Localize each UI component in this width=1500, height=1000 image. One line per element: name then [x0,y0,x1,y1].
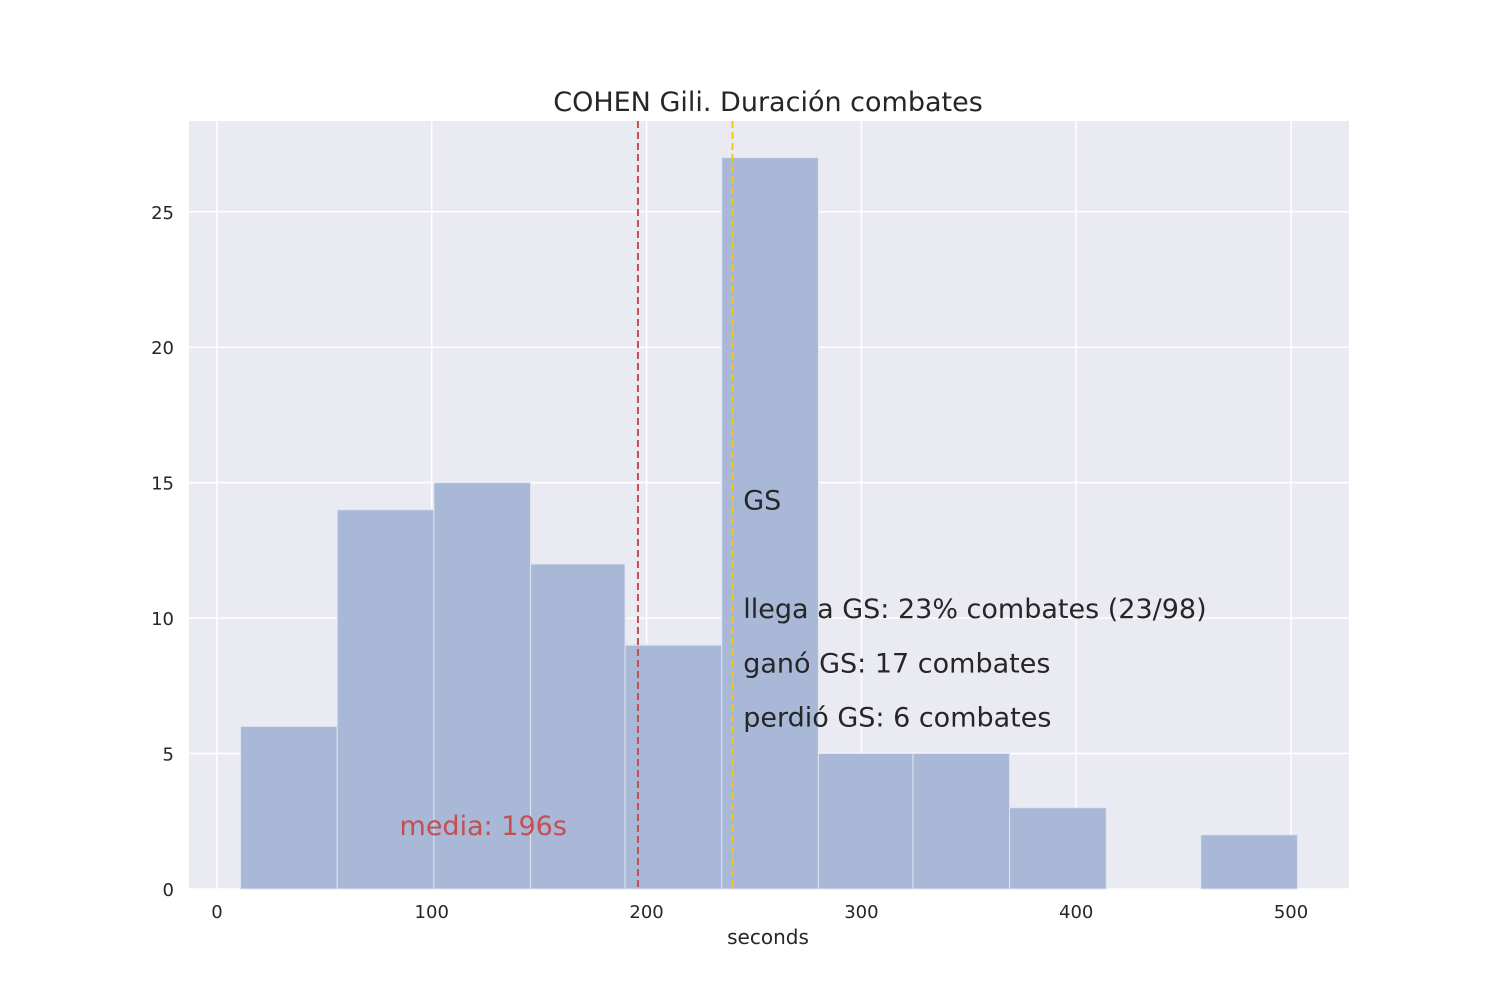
y-tick-label: 5 [163,745,174,766]
x-tick-label: 200 [629,902,663,923]
histogram-bar [912,753,1011,890]
annotations: GS llega a GS: 23% combates (23/98) ganó G… [400,486,1207,842]
histogram-bar [240,725,338,890]
y-tick-label: 15 [151,474,174,495]
x-tick-label: 300 [844,902,878,923]
y-tick-label: 20 [151,338,174,359]
x-axis-label: seconds [727,925,809,949]
x-tick-label: 400 [1059,902,1093,923]
histogram-bar [1200,834,1298,890]
x-tick-label: 100 [415,902,449,923]
histogram-bar [530,563,626,890]
y-tick-label: 25 [151,203,174,224]
histogram-bar [721,157,819,890]
annotation-text: llega a GS: 23% combates (23/98) [743,594,1206,625]
histogram-bar [1009,807,1107,890]
y-axis-ticks: 0 5 10 15 20 25 [151,203,174,901]
mean-label: media: 196s [400,811,567,842]
annotation-text: ganó GS: 17 combates [743,648,1050,679]
annotation-text: GS [743,486,781,517]
x-axis-ticks: 0 100 200 300 400 500 [211,902,1308,923]
x-tick-label: 0 [211,902,222,923]
annotation-text: perdió GS: 6 combates [743,702,1051,733]
x-tick-label: 500 [1274,902,1308,923]
chart-title: COHEN Gili. Duración combates [553,87,983,118]
histogram-bar [624,644,723,890]
histogram-bars [240,157,1298,890]
histogram-bar [433,482,532,890]
y-tick-label: 10 [151,609,174,630]
histogram-bar [817,753,914,890]
reference-lines [636,121,734,889]
y-tick-label: 0 [163,880,174,901]
